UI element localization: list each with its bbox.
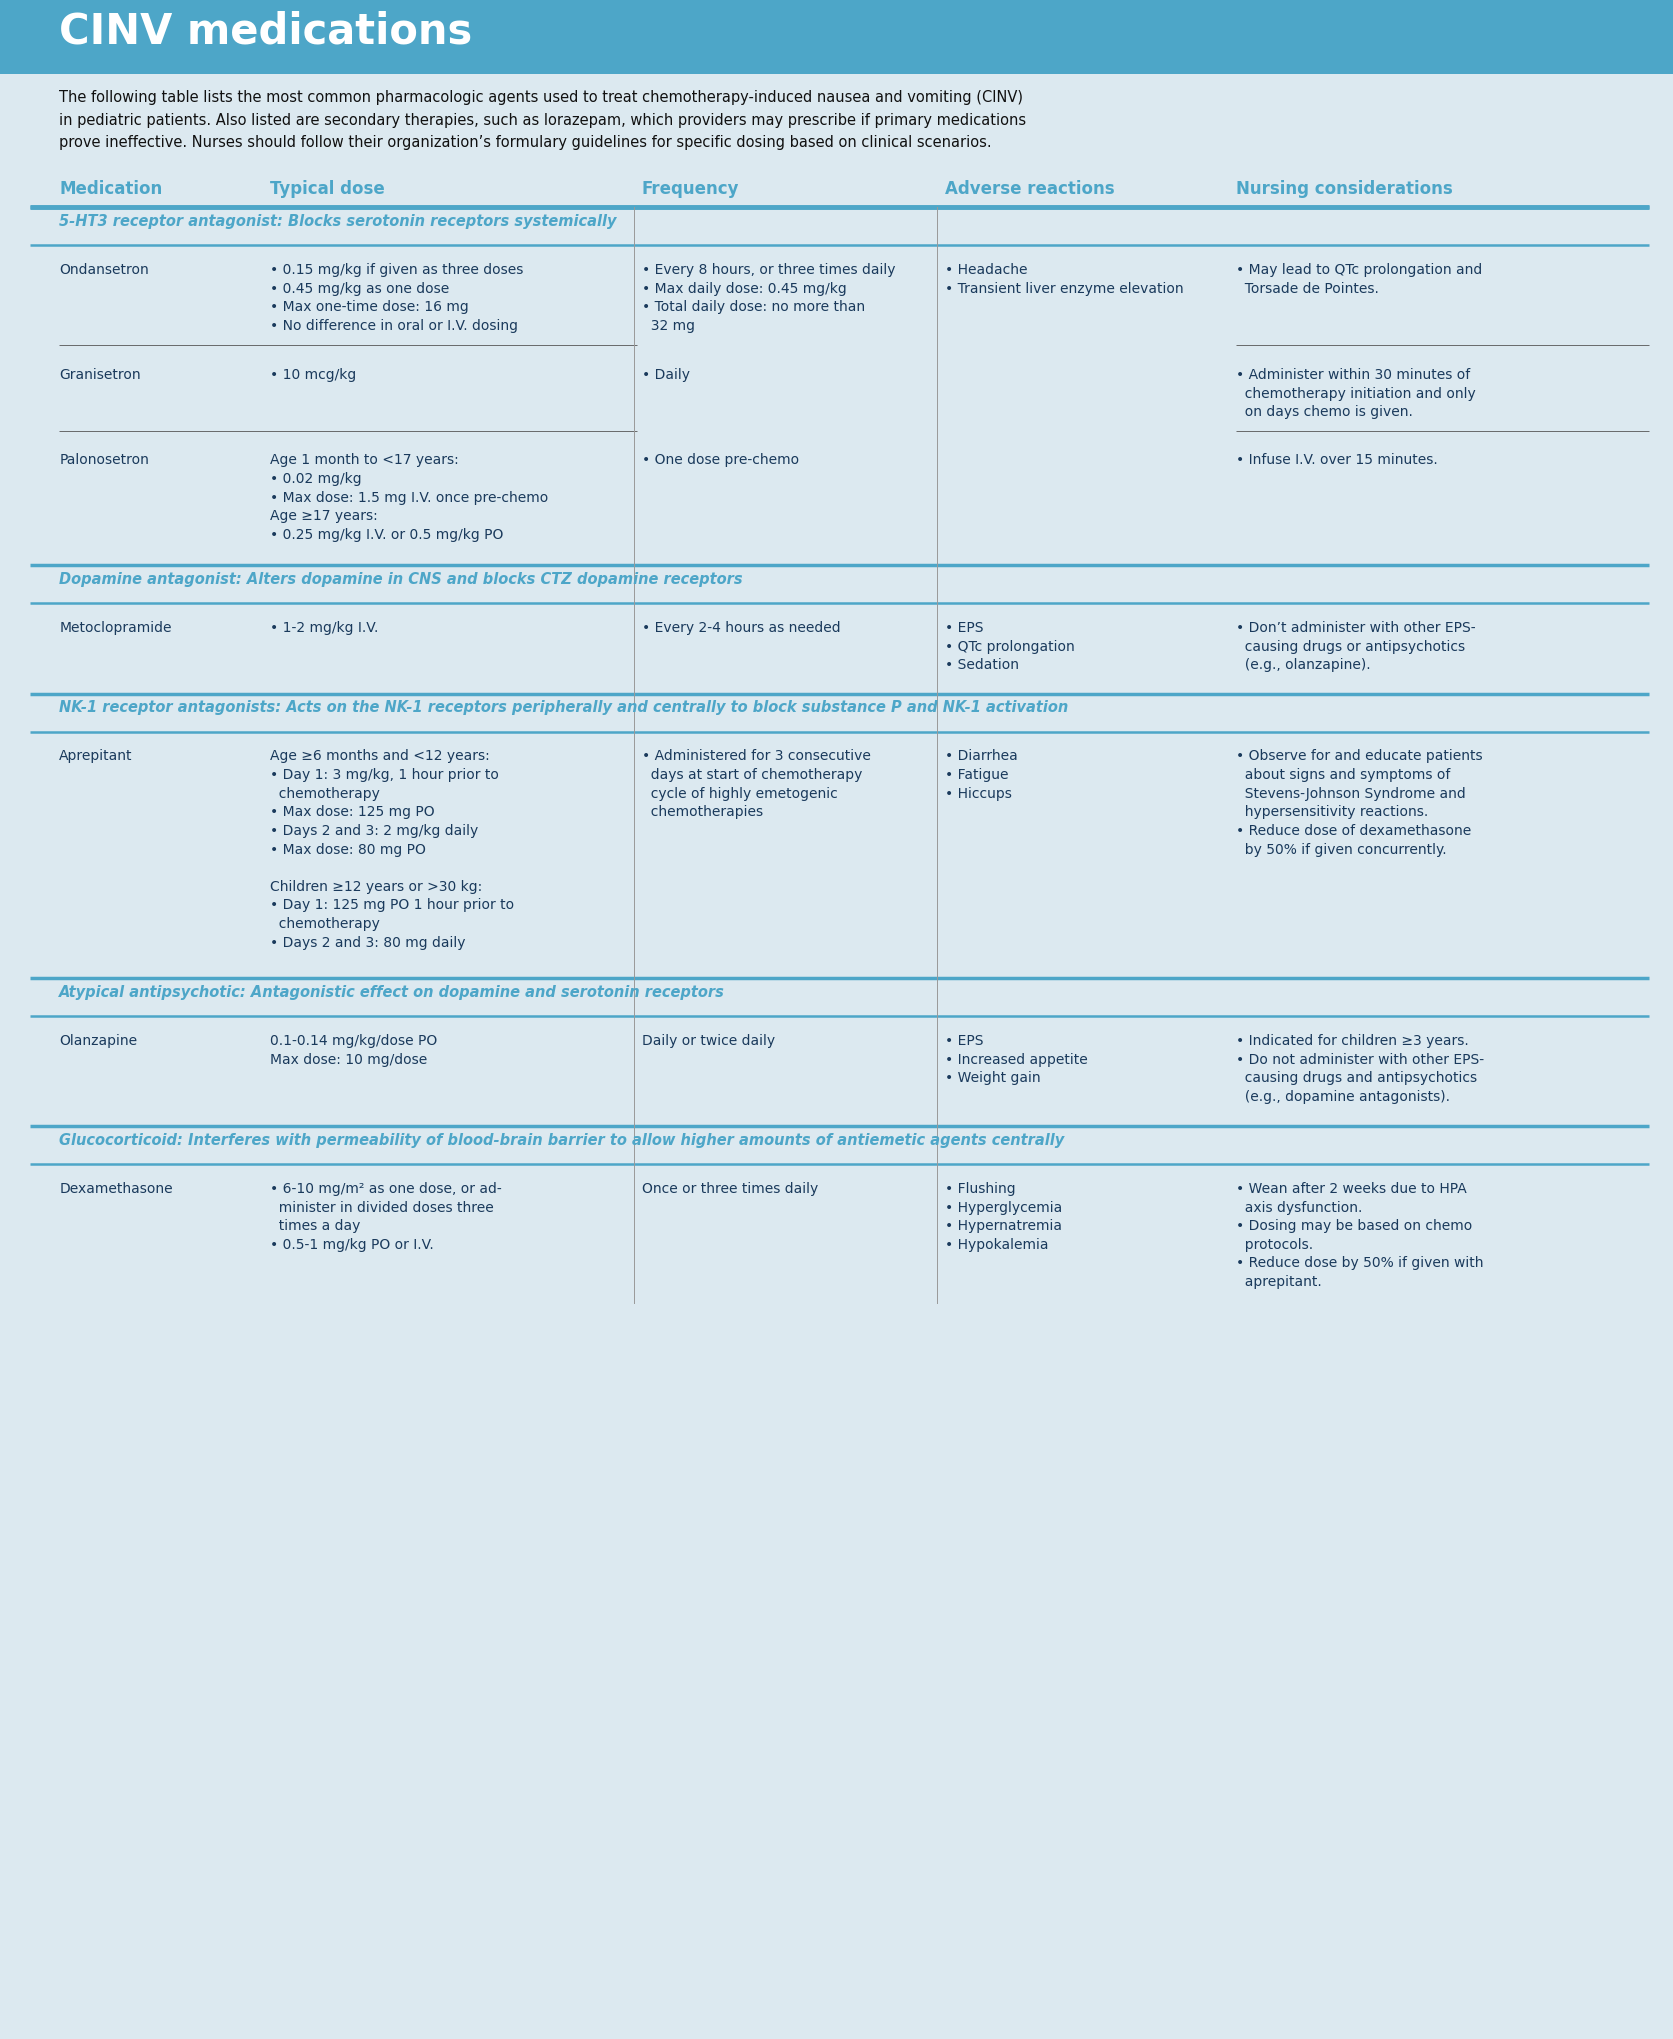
Text: • Daily: • Daily (642, 367, 689, 381)
Text: • One dose pre-chemo: • One dose pre-chemo (642, 453, 798, 467)
Text: Aprepitant: Aprepitant (59, 748, 132, 763)
Text: • Infuse I.V. over 15 minutes.: • Infuse I.V. over 15 minutes. (1235, 453, 1437, 467)
Text: • 1-2 mg/kg I.V.: • 1-2 mg/kg I.V. (269, 620, 378, 634)
Text: Atypical antipsychotic: Antagonistic effect on dopamine and serotonin receptors: Atypical antipsychotic: Antagonistic eff… (59, 985, 724, 999)
Text: • May lead to QTc prolongation and
  Torsade de Pointes.: • May lead to QTc prolongation and Torsa… (1235, 263, 1482, 296)
Text: • EPS
• QTc prolongation
• Sedation: • EPS • QTc prolongation • Sedation (944, 620, 1074, 673)
Text: • Flushing
• Hyperglycemia
• Hypernatremia
• Hypokalemia: • Flushing • Hyperglycemia • Hypernatrem… (944, 1181, 1061, 1252)
Text: • Headache
• Transient liver enzyme elevation: • Headache • Transient liver enzyme elev… (944, 263, 1183, 296)
Text: • 10 mcg/kg: • 10 mcg/kg (269, 367, 356, 381)
Text: Typical dose: Typical dose (269, 179, 385, 198)
Text: 5-HT3 receptor antagonist: Blocks serotonin receptors systemically: 5-HT3 receptor antagonist: Blocks seroto… (59, 214, 616, 228)
Text: Dopamine antagonist: Alters dopamine in CNS and blocks CTZ dopamine receptors: Dopamine antagonist: Alters dopamine in … (59, 571, 743, 587)
Text: Daily or twice daily: Daily or twice daily (642, 1034, 775, 1048)
Text: • Administer within 30 minutes of
  chemotherapy initiation and only
  on days c: • Administer within 30 minutes of chemot… (1235, 367, 1476, 420)
Text: Nursing considerations: Nursing considerations (1235, 179, 1452, 198)
Text: • 6-10 mg/m² as one dose, or ad-
  minister in divided doses three
  times a day: • 6-10 mg/m² as one dose, or ad- ministe… (269, 1181, 500, 1252)
Text: Age 1 month to <17 years:
• 0.02 mg/kg
• Max dose: 1.5 mg I.V. once pre-chemo
Ag: Age 1 month to <17 years: • 0.02 mg/kg •… (269, 453, 547, 542)
Text: Adverse reactions: Adverse reactions (944, 179, 1114, 198)
Text: • Every 2-4 hours as needed: • Every 2-4 hours as needed (642, 620, 840, 634)
Text: • Diarrhea
• Fatigue
• Hiccups: • Diarrhea • Fatigue • Hiccups (944, 748, 1017, 801)
Text: Palonosetron: Palonosetron (59, 453, 149, 467)
Text: Medication: Medication (59, 179, 162, 198)
Text: • Wean after 2 weeks due to HPA
  axis dysfunction.
• Dosing may be based on che: • Wean after 2 weeks due to HPA axis dys… (1235, 1181, 1482, 1289)
Text: Dexamethasone: Dexamethasone (59, 1181, 172, 1195)
Text: • EPS
• Increased appetite
• Weight gain: • EPS • Increased appetite • Weight gain (944, 1034, 1087, 1085)
Text: • 0.15 mg/kg if given as three doses
• 0.45 mg/kg as one dose
• Max one-time dos: • 0.15 mg/kg if given as three doses • 0… (269, 263, 522, 332)
Text: in pediatric patients. Also listed are secondary therapies, such as lorazepam, w: in pediatric patients. Also listed are s… (59, 112, 1026, 126)
Bar (0, 0, 1673, 75)
Text: Olanzapine: Olanzapine (59, 1034, 137, 1048)
Text: NK-1 receptor antagonists: Acts on the NK-1 receptors peripherally and centrally: NK-1 receptor antagonists: Acts on the N… (59, 699, 1067, 716)
Text: Frequency: Frequency (642, 179, 739, 198)
Text: 0.1-0.14 mg/kg/dose PO
Max dose: 10 mg/dose: 0.1-0.14 mg/kg/dose PO Max dose: 10 mg/d… (269, 1034, 437, 1066)
Text: Once or three times daily: Once or three times daily (642, 1181, 818, 1195)
Text: The following table lists the most common pharmacologic agents used to treat che: The following table lists the most commo… (59, 90, 1022, 104)
Text: • Indicated for children ≥3 years.
• Do not administer with other EPS-
  causing: • Indicated for children ≥3 years. • Do … (1235, 1034, 1484, 1103)
Text: Age ≥6 months and <12 years:
• Day 1: 3 mg/kg, 1 hour prior to
  chemotherapy
• : Age ≥6 months and <12 years: • Day 1: 3 … (269, 748, 514, 950)
Text: Granisetron: Granisetron (59, 367, 141, 381)
Text: Glucocorticoid: Interferes with permeability of blood-brain barrier to allow hig: Glucocorticoid: Interferes with permeabi… (59, 1132, 1064, 1148)
Text: • Observe for and educate patients
  about signs and symptoms of
  Stevens-Johns: • Observe for and educate patients about… (1235, 748, 1482, 856)
Text: • Administered for 3 consecutive
  days at start of chemotherapy
  cycle of high: • Administered for 3 consecutive days at… (642, 748, 870, 820)
Text: CINV medications: CINV medications (59, 10, 472, 51)
Text: prove ineffective. Nurses should follow their organization’s formulary guideline: prove ineffective. Nurses should follow … (59, 135, 990, 151)
Text: Metoclopramide: Metoclopramide (59, 620, 172, 634)
Text: • Don’t administer with other EPS-
  causing drugs or antipsychotics
  (e.g., ol: • Don’t administer with other EPS- causi… (1235, 620, 1476, 673)
Text: • Every 8 hours, or three times daily
• Max daily dose: 0.45 mg/kg
• Total daily: • Every 8 hours, or three times daily • … (642, 263, 895, 332)
Text: Ondansetron: Ondansetron (59, 263, 149, 277)
